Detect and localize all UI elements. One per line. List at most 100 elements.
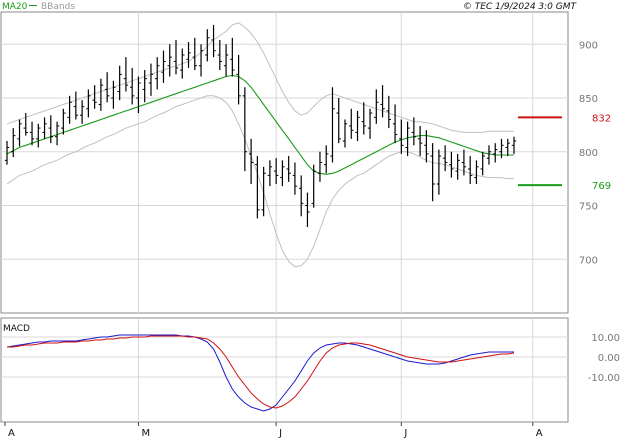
month-tick-label: J [278,428,282,439]
ohlc-bar [380,85,385,118]
ma20-legend: MA20 [2,2,28,12]
ohlc-bar [292,162,298,195]
ohlc-bar [324,145,329,174]
support-resistance-levels: 832 769 [518,113,611,192]
ohlc-bar [11,128,16,158]
ohlc-bar [205,29,210,62]
ohlc-bar [123,57,129,92]
ohlc-bar [79,100,85,124]
ma20-series-line [6,74,514,175]
macd-tick-label: 10.00 [591,333,620,344]
copyright-timestamp: © TEC 1/9/2024 3:0 GMT [463,2,578,12]
ohlc-bar [392,104,398,144]
ohlc-bar [286,156,291,182]
macd-tick-label: -10.00 [588,373,620,384]
price-tick-label: 700 [579,255,598,266]
ohlc-bar [436,149,442,195]
ohlc-bar [73,91,79,120]
ohlc-bar [330,87,335,163]
ohlc-bar [211,24,216,58]
ohlc-bar [367,108,373,139]
price-tick-label: 900 [579,40,598,51]
macd-grid [1,336,568,378]
ohlc-bar [411,117,417,146]
price-axis-labels: 700 750 800 850 900 [579,40,598,266]
month-tick-label: M [141,428,150,439]
ohlc-bar [192,37,197,71]
ohlc-bar [180,48,185,79]
ohlc-bar [298,175,304,217]
ohlc-bar [186,42,191,68]
ohlc-bar [236,55,241,105]
ohlc-bar [92,85,97,109]
ohlc-bar [499,138,504,159]
ohlc-bar [305,192,310,227]
ohlc-bar [161,50,166,83]
ohlc-bar [255,156,260,219]
ohlc-bar [230,37,235,77]
ohlc-bar [248,138,254,184]
support-level-label: 769 [592,181,611,192]
ohlc-bar [86,89,91,118]
ohlc-bar [505,138,510,157]
ohlc-bar [273,158,279,184]
ohlc-bar [461,149,467,176]
ohlc-bar [173,39,179,75]
macd-panel [0,317,569,423]
ohlc-bar [129,67,135,105]
ohlc-bar [342,119,348,148]
ohlc-bar [223,44,229,77]
ohlc-bar [511,136,517,154]
ohlc-bar [311,164,316,208]
ohlc-bar [474,160,479,184]
ohlc-bar [198,44,204,77]
ohlc-bar [23,113,28,136]
month-axis-labels: AMJJAS [8,428,543,439]
ohlc-bar [355,110,360,141]
ohlc-bar [442,145,448,172]
ohlc-bar [449,151,454,178]
ohlc-bar [54,121,60,146]
ohlc-bar [155,57,160,90]
price-grid [1,43,568,260]
ma20-line [6,74,514,175]
ohlc-bar [17,119,22,147]
price-bars [4,24,517,227]
ohlc-bar [399,119,404,154]
bbands-legend: BBands [41,2,75,12]
ohlc-bar [493,143,498,163]
ohlc-bar [336,98,341,144]
macd-label: MACD [3,324,30,334]
ohlc-bar [480,151,485,176]
ohlc-bar [61,108,66,135]
signal-series-line [7,335,515,409]
macd-axis-labels: -10.00 0.00 10.00 [588,333,620,384]
macd-lines [6,334,515,412]
macd-tick-label: 0.00 [598,353,620,364]
ohlc-bar [42,117,47,139]
ohlc-bar [417,125,423,157]
resistance-level-label: 832 [592,113,611,124]
ohlc-bar [317,151,323,182]
ohlc-bar [267,160,273,187]
ohlc-bar [386,95,392,129]
price-tick-label: 850 [579,94,598,105]
bollinger-bands [6,22,514,268]
price-panel [0,11,569,314]
ohlc-bar [467,156,473,184]
ohlc-bar [486,145,492,165]
ohlc-bar [430,143,435,202]
ohlc-bar [261,166,266,217]
ohlc-bar [67,95,72,124]
ohlc-bar [167,44,172,77]
ohlc-bar [117,65,122,101]
ohlc-bar [142,70,147,103]
ohlc-bar [280,160,285,187]
ohlc-bar [4,141,10,165]
month-tick-label: A [536,428,543,439]
ohlc-bar [104,72,110,103]
price-tick-label: 750 [579,202,598,213]
ohlc-bar [405,121,410,157]
ohlc-bar [36,123,41,148]
